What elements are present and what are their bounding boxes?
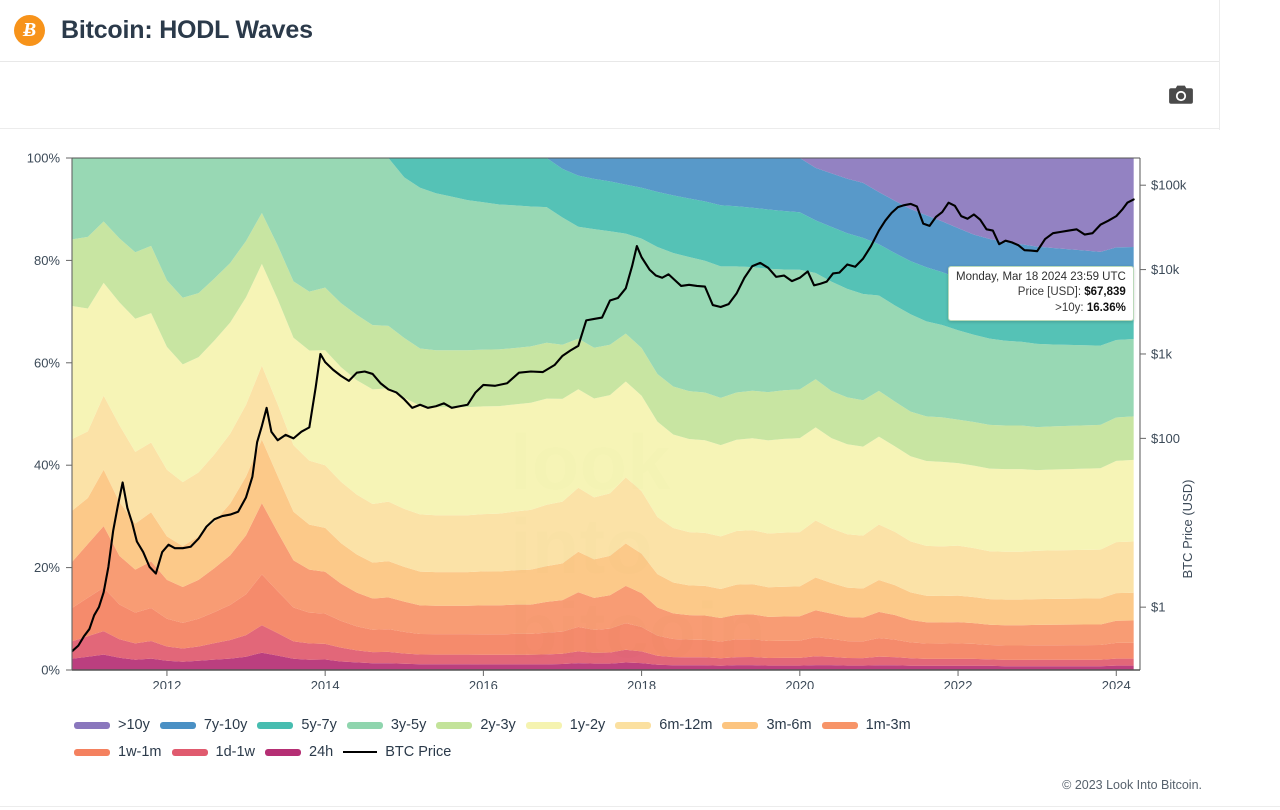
area-band-24h [72, 652, 1134, 670]
camera-icon[interactable] [1164, 80, 1198, 110]
legend-label: 1w-1m [118, 744, 162, 760]
area-band-1m-3m [72, 503, 1134, 646]
y-axis-left-tick-label: 60% [34, 355, 60, 370]
legend-label: 1m-3m [865, 717, 911, 733]
area-band-3m-6m [72, 439, 1134, 626]
bottom-divider [0, 806, 1280, 807]
y-axis-left-tick-label: 0% [41, 663, 60, 678]
page-title: Bitcoin: HODL Waves [61, 16, 313, 44]
header-right-rail [1219, 0, 1220, 130]
legend-label: 7y-10y [203, 717, 248, 733]
tooltip-series-label: >10y: [1055, 301, 1084, 314]
x-axis-tick-label: 2024 [1102, 678, 1131, 689]
bitcoin-icon: Ƀ [14, 15, 45, 46]
price-line-path [72, 198, 1135, 653]
legend-item-1w-1m[interactable]: 1w-1m [74, 742, 162, 762]
x-axis-tick-label: 2012 [152, 678, 181, 689]
area-band-1y-2y [72, 263, 1134, 552]
legend-row: 1w-1m 1d-1w 24h BTC Price [74, 742, 1220, 762]
area-band-6m-12m [72, 365, 1134, 600]
area-band-7y-10y [72, 158, 1134, 298]
legend-label: 3m-6m [766, 717, 812, 733]
y-axis-left-tick-label: 40% [34, 458, 60, 473]
y-axis-left-tick-label: 20% [34, 560, 60, 575]
legend-color-swatch [821, 721, 858, 729]
chart-toolbar [0, 62, 1220, 129]
area-band-1d-1w [72, 625, 1134, 667]
y-axis-left-tick-label: 80% [34, 253, 60, 268]
x-axis-tick-label: 2018 [627, 678, 656, 689]
legend-color-swatch [525, 721, 562, 729]
legend-color-swatch [257, 721, 294, 729]
legend-label: 24h [309, 744, 334, 760]
legend-item--10y[interactable]: >10y [74, 715, 150, 735]
tooltip-date: Monday, Mar 18 2024 23:59 UTC [956, 271, 1126, 283]
legend-item-btc-price[interactable]: BTC Price [343, 742, 451, 762]
legend-color-swatch [74, 721, 110, 729]
legend-label: 5y-7y [301, 717, 337, 733]
x-axis-ticks: 2012 2014 2016 2018 2020 2022 2024 [152, 670, 1131, 689]
legend-item-5y-7y[interactable]: 5y-7y [257, 715, 337, 735]
x-axis-tick-label: 2014 [311, 678, 340, 689]
y-axis-right-title: BTC Price (USD) [1180, 480, 1195, 579]
legend-label: 1y-2y [569, 717, 606, 733]
page-header: Ƀ Bitcoin: HODL Waves [0, 0, 1220, 62]
legend-item-6m-12m[interactable]: 6m-12m [615, 715, 712, 735]
legend-color-swatch [722, 721, 759, 729]
y-axis-right-ticks: $1 $100 $1k $10k $100k [1140, 178, 1187, 615]
legend-label: 6m-12m [659, 717, 713, 733]
legend-color-swatch [615, 721, 652, 729]
legend-item-3m-6m[interactable]: 3m-6m [722, 715, 812, 735]
y-axis-right-tick-label: $100k [1151, 178, 1187, 193]
btc-price-line [72, 198, 1135, 653]
legend-item-1d-1w[interactable]: 1d-1w [171, 742, 256, 762]
y-axis-right-tick-label: $10k [1151, 262, 1180, 277]
legend-label: 2y-3y [480, 717, 516, 733]
tooltip-series-row: >10y: 16.36% [956, 301, 1126, 316]
hodl-waves-chart[interactable]: lookintobitcoin 0%20%40%60%80%100% $1$10… [0, 129, 1280, 690]
legend-item-7y-10y[interactable]: 7y-10y [159, 715, 248, 735]
legend-label: 1d-1w [215, 744, 256, 760]
tooltip-series-value: 16.36% [1086, 301, 1126, 314]
x-axis-tick-label: 2022 [944, 678, 973, 689]
area-band--10y [72, 158, 1134, 252]
legend-line-swatch [343, 751, 378, 753]
legend-item-3y-5y[interactable]: 3y-5y [346, 715, 427, 735]
y-axis-right-tick-label: $100 [1151, 431, 1180, 446]
legend-row: >10y 7y-10y 5y-7y 3y-5y 2y-3y 1y-2y 6m-12m 3m-6… [74, 715, 1220, 735]
footer-copyright: © 2023 Look Into Bitcoin. [1062, 778, 1202, 792]
legend-color-swatch [265, 748, 302, 756]
legend-item-1m-3m[interactable]: 1m-3m [821, 715, 911, 735]
legend-label: 3y-5y [390, 717, 427, 733]
legend-color-swatch [436, 721, 473, 729]
legend-item-24h[interactable]: 24h [265, 742, 333, 762]
legend-label: >10y [118, 717, 150, 733]
y-axis-left-tick-label: 100% [27, 151, 61, 166]
x-axis-tick-label: 2020 [785, 678, 814, 689]
legend-label: BTC Price [385, 744, 452, 760]
x-axis-tick-label: 2016 [469, 678, 498, 689]
legend-item-1y-2y[interactable]: 1y-2y [525, 715, 606, 735]
y-axis-left-ticks: 0% 20% 40% 60% 80% 100% [27, 151, 72, 678]
area-band-1w-1m [72, 574, 1134, 660]
y-axis-right-tick-label: $1k [1151, 346, 1172, 361]
legend-color-swatch [171, 748, 208, 756]
tooltip-price-row: Price [USD]: $67,839 [956, 285, 1126, 300]
area-band-3y-5y [72, 158, 1134, 428]
legend-color-swatch [159, 721, 196, 729]
tooltip-price-label: Price [USD]: [1017, 286, 1082, 299]
area-band-2y-3y [72, 212, 1134, 471]
chart-tooltip: Monday, Mar 18 2024 23:59 UTC Price [USD… [948, 266, 1134, 322]
tooltip-price-value: $67,839 [1084, 286, 1126, 299]
legend-color-swatch [346, 721, 383, 729]
chart-legend: >10y 7y-10y 5y-7y 3y-5y 2y-3y 1y-2y 6m-12m 3m-6… [0, 715, 1220, 769]
stacked-area-bands [72, 158, 1134, 670]
area-band-5y-7y [72, 158, 1134, 346]
legend-color-swatch [74, 748, 110, 756]
chart-container: lookintobitcoin 0%20%40%60%80%100% $1$10… [0, 129, 1280, 690]
legend-item-2y-3y[interactable]: 2y-3y [436, 715, 516, 735]
y-axis-right-tick-label: $1 [1151, 600, 1165, 615]
